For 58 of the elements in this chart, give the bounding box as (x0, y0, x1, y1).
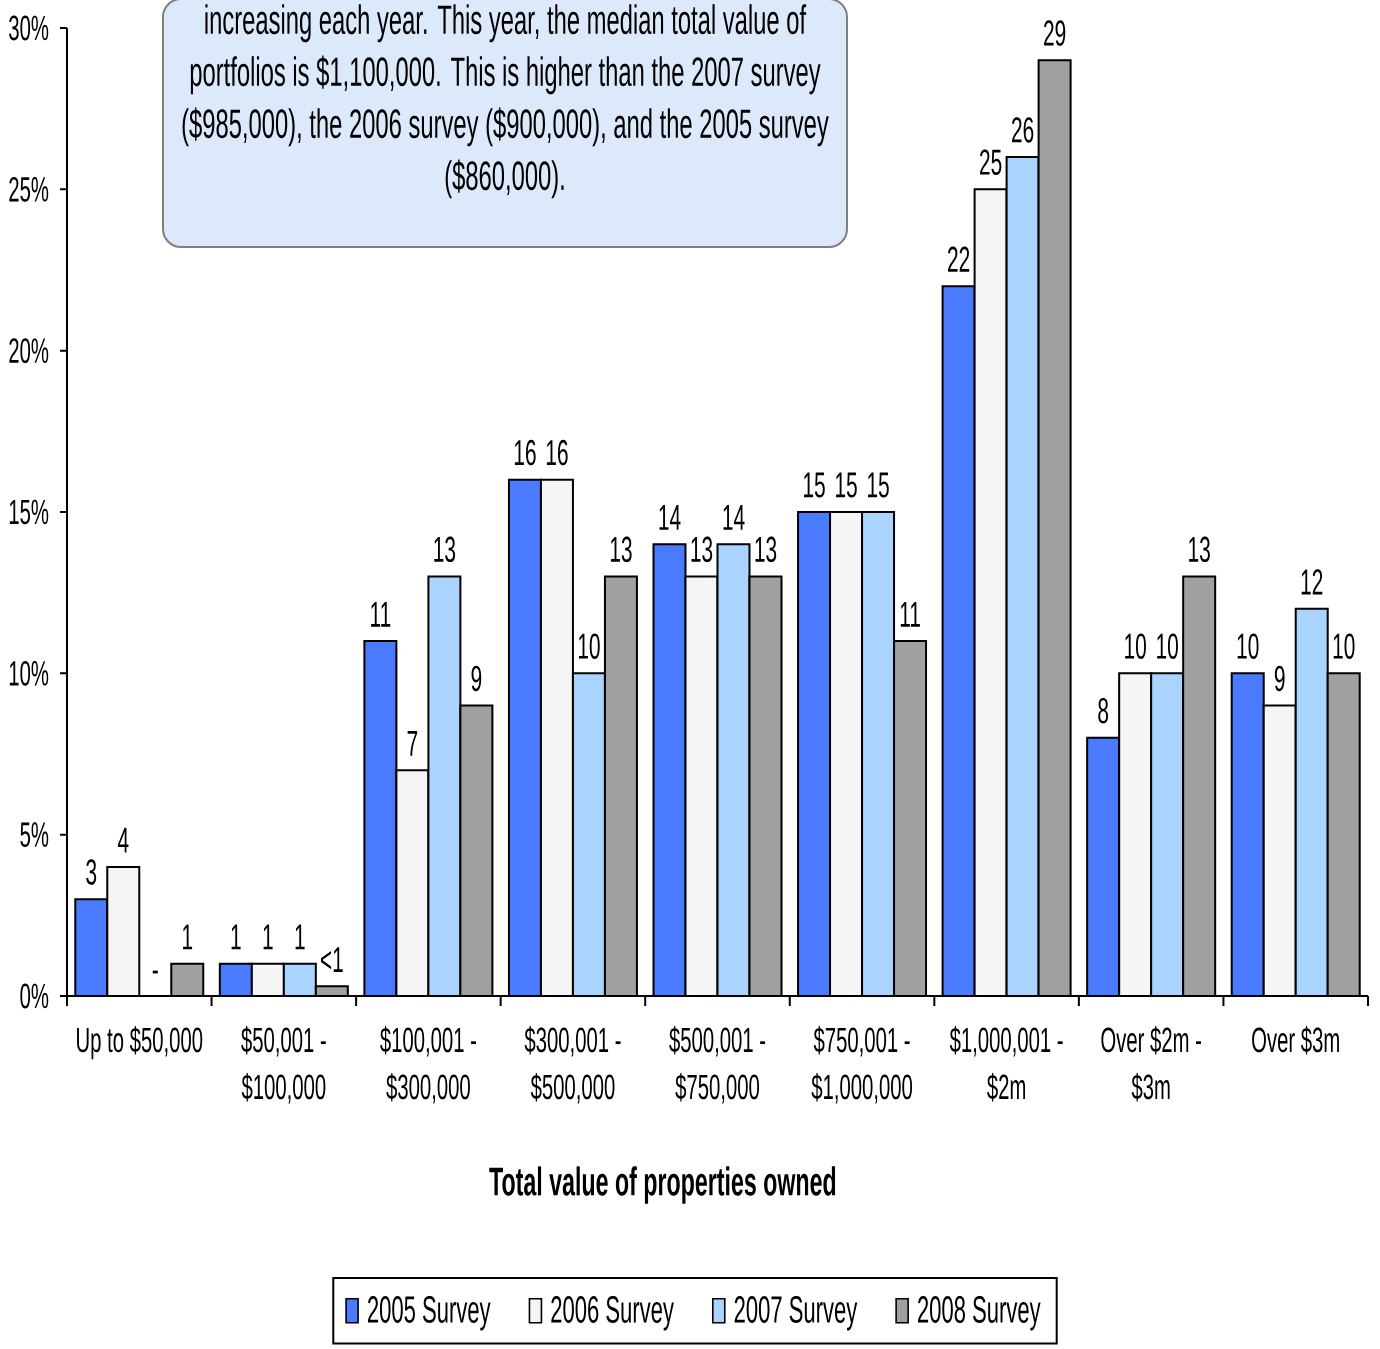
data-label: 10 (1157, 633, 1178, 659)
x-tick-label: $1,000,001 - $2m (949, 1026, 1063, 1102)
data-label: 9 (471, 665, 482, 692)
data-label: 16 (514, 439, 536, 466)
data-label: 4 (117, 827, 129, 853)
data-label: 1 (295, 924, 305, 950)
data-label: 15 (868, 472, 889, 498)
x-tick-label: Up to $50,000 (77, 1026, 203, 1060)
data-label: 9 (1274, 665, 1285, 692)
data-label: 10 (1125, 633, 1146, 659)
data-label: 1 (231, 924, 241, 950)
data-label: - (152, 970, 158, 974)
y-tick-label: 25% (9, 176, 49, 202)
y-tick-label: 30% (9, 15, 49, 41)
legend-label: 2007 Survey (734, 1296, 858, 1331)
data-label: 22 (948, 246, 970, 272)
data-label: 10 (1333, 633, 1355, 659)
data-label: 26 (1012, 117, 1034, 143)
data-label: 12 (1301, 569, 1323, 595)
x-tick-label: $750,001 - $1,000,000 (811, 1026, 913, 1104)
data-label: 14 (723, 505, 745, 530)
data-label: 16 (546, 439, 568, 466)
legend-label: 2006 Survey (551, 1296, 674, 1331)
data-label: 15 (804, 472, 825, 498)
data-label: 11 (371, 601, 391, 627)
y-tick-label: 15% (9, 499, 49, 525)
data-label: 13 (434, 536, 456, 563)
data-label: 14 (659, 505, 681, 530)
y-tick-label: 10% (9, 660, 49, 686)
legend-label: 2005 Survey (367, 1296, 491, 1331)
data-label: 10 (1237, 633, 1259, 659)
data-label: 10 (578, 633, 600, 659)
data-label: 3 (86, 859, 97, 885)
data-label: 13 (755, 536, 777, 563)
x-tick-label: Over $2m - $3m (1101, 1026, 1202, 1102)
data-label: 8 (1098, 697, 1109, 724)
legend-label: 2008 Survey (918, 1296, 1041, 1331)
data-label: <1 (320, 947, 343, 972)
data-label: 11 (900, 601, 920, 627)
x-tick-label: $50,001 - $100,000 (241, 1026, 326, 1104)
x-tick-label: Over $3m (1252, 1026, 1339, 1055)
data-label: 13 (610, 536, 632, 563)
data-label: 13 (691, 536, 713, 563)
x-tick-label: $100,001 - $300,000 (380, 1026, 476, 1104)
annotation: increasing each year. This year, the median total value of portfolios is $1,100,000. This is higher than the 2007 survey ($985,000), the 2006 survey ($900,000), and the 2005 survey ($860,000). (182, 4, 829, 199)
x-tick-label: $500,001 - $750,000 (669, 1026, 766, 1104)
data-label: 1 (263, 924, 273, 950)
x-axis-title: Total value of properties owned (489, 1166, 836, 1204)
data-label: 15 (836, 472, 857, 498)
y-tick-label: 20% (9, 338, 49, 364)
data-label: 25 (980, 149, 1002, 175)
y-tick-label: 0% (20, 983, 49, 1009)
y-tick-label: 5% (20, 822, 49, 847)
data-label: 1 (183, 924, 193, 950)
data-label: 13 (1189, 536, 1210, 563)
data-label: 29 (1044, 20, 1066, 46)
x-tick-label: $300,001 - $500,000 (524, 1026, 621, 1104)
data-label: 7 (407, 730, 418, 756)
